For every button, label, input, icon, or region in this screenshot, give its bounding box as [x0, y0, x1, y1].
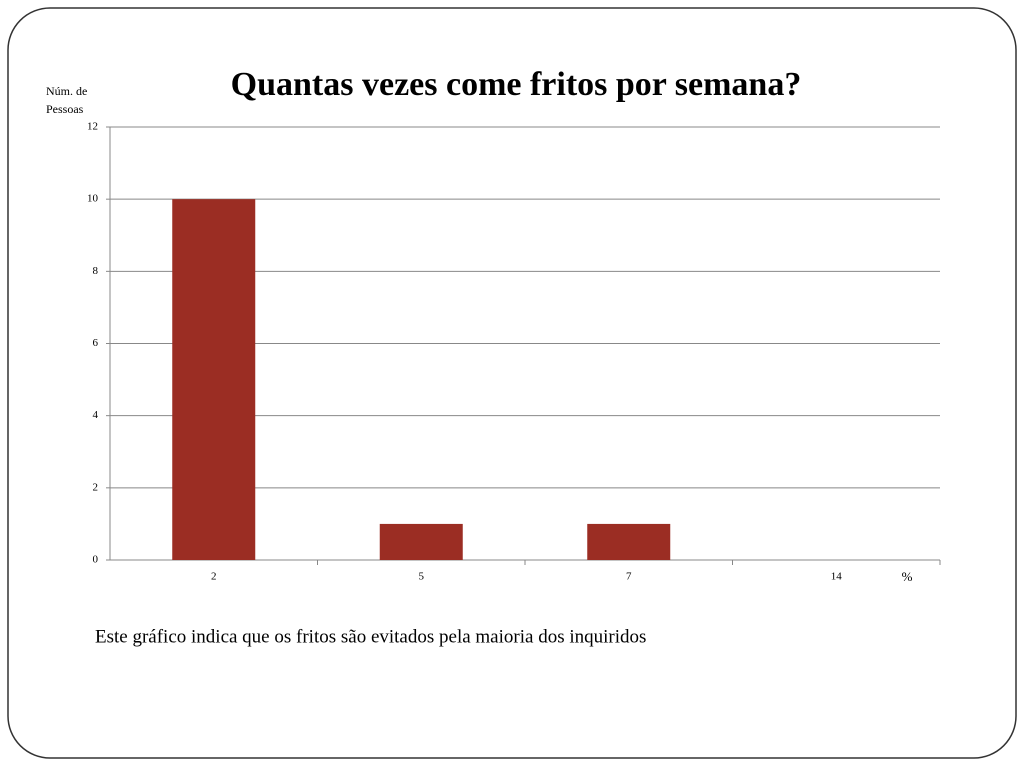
- bar: [379, 523, 463, 560]
- y-tick-label: 0: [93, 554, 99, 566]
- y-tick-label: 8: [93, 265, 99, 277]
- x-tick-label: 7: [626, 571, 632, 583]
- y-tick-label: 2: [93, 481, 99, 493]
- slide-frame: [7, 7, 1017, 759]
- chart-title: Quantas vezes come fritos por semana?: [231, 66, 802, 103]
- x-axis-label: %: [902, 569, 913, 584]
- x-tick-label: 14: [831, 571, 843, 583]
- bar: [172, 199, 256, 560]
- y-tick-label: 6: [93, 337, 99, 349]
- x-tick-label: 2: [211, 571, 217, 583]
- y-axis-label: Núm. de Pessoas: [46, 84, 88, 116]
- y-tick-label: 12: [87, 121, 98, 133]
- bar: [587, 523, 671, 560]
- y-tick-label: 10: [87, 193, 99, 205]
- x-tick-label: 5: [419, 571, 425, 583]
- y-tick-label: 4: [93, 409, 99, 421]
- caption: Este gráfico indica que os fritos são ev…: [95, 626, 646, 647]
